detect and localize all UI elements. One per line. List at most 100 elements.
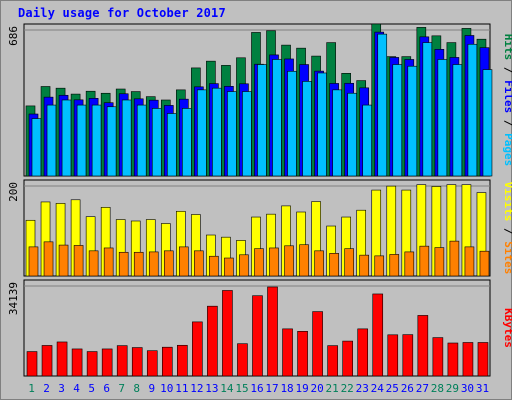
x-tick-label: 26 bbox=[401, 382, 414, 395]
bar-kbytes bbox=[207, 305, 218, 377]
bar-kbytes bbox=[86, 351, 98, 377]
x-tick-label: 16 bbox=[250, 382, 263, 395]
x-axis-labels: 1 2 3 4 5 6 7 8 9 10 11 12 13 14 15 16 17 18 19 20 21 22 23 24 2… bbox=[28, 382, 489, 395]
y-tick-label: 686 bbox=[7, 26, 20, 46]
bar-pages bbox=[61, 99, 72, 177]
bar-kbytes bbox=[447, 342, 459, 377]
x-tick-label: 12 bbox=[190, 382, 203, 395]
bar-sites bbox=[479, 250, 490, 277]
axis-label-part: Visits bbox=[502, 182, 512, 222]
x-tick-label: 7 bbox=[118, 382, 125, 395]
bar-kbytes bbox=[237, 343, 248, 377]
panel-kbytes: 34139 KBytes bbox=[7, 279, 512, 377]
axis-label-separator: / bbox=[502, 60, 512, 80]
bar-kbytes bbox=[56, 341, 68, 377]
axis-label-part: Pages bbox=[502, 133, 512, 166]
x-tick-label: 6 bbox=[103, 382, 110, 395]
bar-pages bbox=[212, 87, 222, 177]
chart-title: Daily usage for October 2017 bbox=[18, 6, 226, 20]
y-tick-label: 200 bbox=[7, 182, 20, 202]
x-tick-label: 17 bbox=[265, 382, 278, 395]
bar-pages bbox=[287, 70, 297, 177]
x-tick-label: 5 bbox=[88, 382, 95, 395]
x-tick-label: 29 bbox=[446, 382, 459, 395]
panel-sites_visits: 200 Visits / Sites bbox=[7, 179, 512, 277]
bar-sites bbox=[43, 241, 54, 277]
x-tick-label: 19 bbox=[295, 382, 308, 395]
bar-kbytes bbox=[116, 345, 128, 377]
axis-label-separator: / bbox=[502, 113, 512, 133]
bar-kbytes bbox=[387, 334, 399, 377]
bar-sites bbox=[329, 253, 339, 277]
axis-label-separator: / bbox=[502, 221, 512, 241]
x-tick-label: 18 bbox=[280, 382, 293, 395]
x-tick-label: 11 bbox=[175, 382, 188, 395]
x-tick-label: 15 bbox=[235, 382, 248, 395]
x-tick-label: 21 bbox=[326, 382, 339, 395]
bar-sites bbox=[73, 245, 84, 277]
bar-sites bbox=[284, 245, 294, 277]
bar-sites bbox=[389, 254, 400, 277]
bar-pages bbox=[242, 91, 252, 177]
x-tick-label: 24 bbox=[371, 382, 385, 395]
bar-sites bbox=[449, 240, 460, 277]
bar-sites bbox=[224, 257, 234, 277]
bar-kbytes bbox=[372, 293, 384, 377]
x-tick-label: 30 bbox=[461, 382, 474, 395]
bar-pages bbox=[437, 59, 448, 177]
bar-pages bbox=[422, 42, 433, 177]
x-tick-label: 28 bbox=[431, 382, 444, 395]
bar-kbytes bbox=[131, 347, 143, 377]
bar-kbytes bbox=[146, 350, 158, 377]
bar-kbytes bbox=[282, 328, 293, 377]
axis-label-part: Files bbox=[502, 80, 512, 113]
x-tick-label: 14 bbox=[220, 382, 234, 395]
bar-sites bbox=[269, 247, 279, 277]
x-tick-label: 1 bbox=[28, 382, 35, 395]
x-tick-label: 22 bbox=[341, 382, 354, 395]
panel-hits_files_pages: 686 Hits / Files / Pages bbox=[7, 23, 512, 177]
bar-sites bbox=[103, 247, 114, 277]
bar-pages bbox=[227, 91, 237, 177]
bar-pages bbox=[136, 104, 147, 177]
bar-pages bbox=[106, 106, 117, 177]
x-tick-label: 27 bbox=[416, 382, 429, 395]
bar-sites bbox=[179, 246, 189, 277]
x-tick-label: 2 bbox=[43, 382, 50, 395]
bar-kbytes bbox=[477, 342, 489, 377]
bar-sites bbox=[239, 254, 249, 277]
x-tick-label: 31 bbox=[476, 382, 489, 395]
x-tick-label: 4 bbox=[73, 382, 80, 395]
bar-kbytes bbox=[101, 348, 113, 377]
bar-kbytes bbox=[71, 348, 83, 377]
bar-pages bbox=[166, 113, 177, 177]
bar-sites bbox=[464, 246, 475, 277]
x-tick-label: 23 bbox=[356, 382, 369, 395]
bar-kbytes bbox=[192, 321, 203, 377]
x-tick-label: 13 bbox=[205, 382, 218, 395]
bar-pages bbox=[392, 64, 403, 177]
bar-sites bbox=[404, 251, 415, 277]
bar-kbytes bbox=[267, 286, 278, 377]
bar-pages bbox=[452, 64, 463, 177]
bar-sites bbox=[194, 250, 204, 277]
bar-sites bbox=[314, 250, 324, 277]
bar-kbytes bbox=[417, 315, 429, 377]
bar-kbytes bbox=[312, 311, 323, 377]
bar-sites bbox=[88, 250, 99, 277]
axis-label-kbytes: KBytes bbox=[502, 308, 512, 348]
bar-pages bbox=[407, 65, 418, 177]
bar-pages bbox=[76, 104, 87, 177]
bar-sites bbox=[344, 248, 354, 277]
bar-pages bbox=[482, 69, 493, 177]
bar-pages bbox=[182, 108, 192, 177]
bar-sites bbox=[254, 248, 264, 277]
bar-kbytes bbox=[297, 331, 308, 377]
bar-kbytes bbox=[161, 346, 173, 377]
bar-sites bbox=[374, 255, 385, 277]
axis-label-part: Hits bbox=[502, 34, 512, 61]
bar-sites bbox=[434, 247, 445, 277]
bar-pages bbox=[46, 104, 57, 177]
x-tick-label: 3 bbox=[58, 382, 65, 395]
